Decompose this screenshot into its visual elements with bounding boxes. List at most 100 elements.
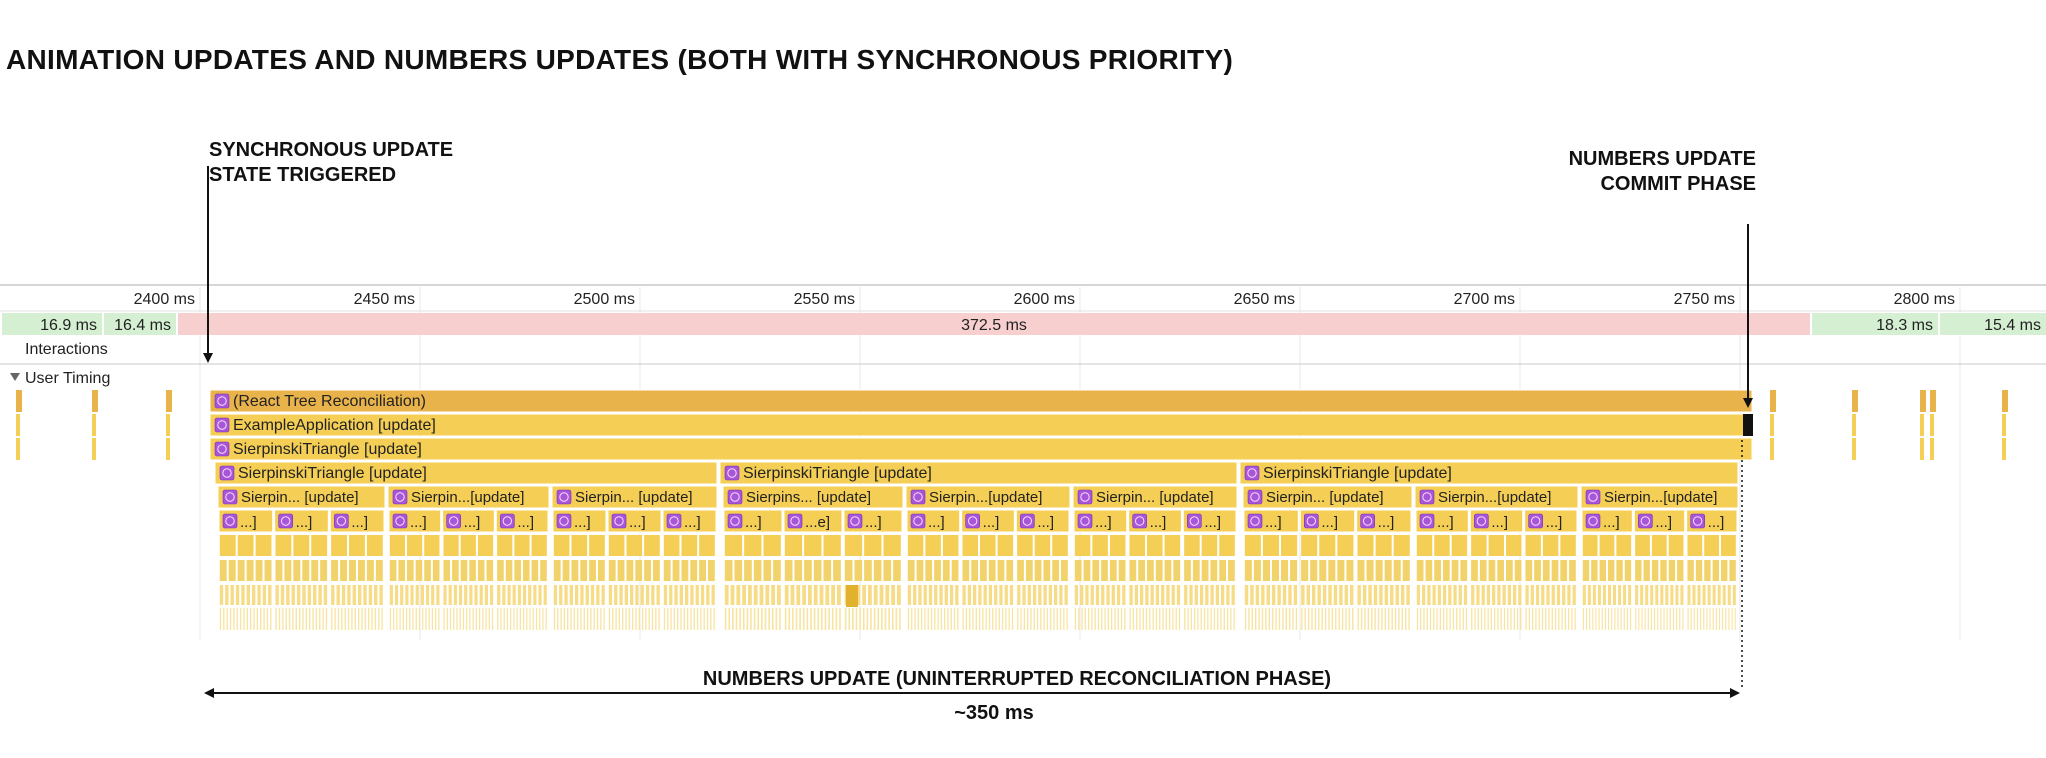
flame-block[interactable] <box>1275 608 1277 630</box>
flame-block[interactable] <box>1190 608 1193 630</box>
flame-block[interactable] <box>1439 608 1441 630</box>
flame-block[interactable] <box>230 585 234 605</box>
flame-block[interactable] <box>1647 608 1649 630</box>
flame-block[interactable] <box>1176 585 1181 605</box>
flame-block[interactable] <box>810 608 812 630</box>
flame-block[interactable] <box>962 608 964 630</box>
flame-block[interactable] <box>1132 608 1135 630</box>
flame-block[interactable] <box>507 585 511 605</box>
flame-block[interactable] <box>1569 560 1576 581</box>
flame-block[interactable] <box>1554 608 1557 630</box>
flame-block[interactable] <box>1602 585 1606 605</box>
flame-block[interactable] <box>424 560 431 581</box>
flame-block[interactable] <box>1219 535 1235 556</box>
flame-block[interactable] <box>597 560 605 581</box>
flame-block[interactable] <box>1262 535 1280 556</box>
flame-block[interactable] <box>837 585 841 605</box>
flame-block[interactable] <box>514 560 521 581</box>
flame-block[interactable] <box>1046 608 1049 630</box>
flame-block[interactable] <box>748 585 752 605</box>
flame-block[interactable] <box>233 608 235 630</box>
flame-block[interactable] <box>312 608 314 630</box>
flame-block[interactable] <box>988 585 993 605</box>
flame-block[interactable] <box>477 535 494 556</box>
flame-block[interactable] <box>1178 608 1181 630</box>
flame-block[interactable] <box>753 585 758 605</box>
flame-block[interactable] <box>962 585 966 605</box>
flame-block[interactable] <box>1628 585 1632 605</box>
flame-block[interactable] <box>398 560 406 581</box>
flame-block[interactable] <box>1616 560 1623 581</box>
flame-block[interactable] <box>1271 585 1276 605</box>
flame-block[interactable] <box>354 608 356 630</box>
flame-block[interactable] <box>260 608 262 630</box>
flame-block[interactable] <box>635 608 637 630</box>
flame-block[interactable] <box>1230 608 1232 630</box>
flame-block[interactable] <box>612 608 614 630</box>
flame-block[interactable] <box>1598 608 1600 630</box>
flame-block[interactable] <box>1572 585 1576 605</box>
flame-block[interactable] <box>1525 585 1529 605</box>
flame-block[interactable] <box>947 608 949 630</box>
flame-block[interactable] <box>512 585 516 605</box>
flame-block[interactable] <box>576 608 579 630</box>
flame-block[interactable] <box>695 585 699 605</box>
sierpinski-child-update[interactable] <box>1580 485 1739 509</box>
flame-block[interactable] <box>1722 585 1726 605</box>
flame-block[interactable] <box>1362 585 1367 605</box>
flame-block[interactable] <box>1080 585 1084 605</box>
flame-block[interactable] <box>1360 608 1363 630</box>
flame-block[interactable] <box>311 535 328 556</box>
flame-block[interactable] <box>1725 608 1727 630</box>
flame-block[interactable] <box>517 585 521 605</box>
flame-block[interactable] <box>336 585 340 605</box>
animation-frame-sliver[interactable] <box>16 414 20 436</box>
flame-block[interactable] <box>268 585 272 605</box>
flame-block[interactable] <box>1669 608 1671 630</box>
flame-block[interactable] <box>1350 585 1354 605</box>
flame-block[interactable] <box>1321 608 1323 630</box>
flame-block[interactable] <box>364 608 367 630</box>
flame-block[interactable] <box>703 608 705 630</box>
flame-block-highlight[interactable] <box>846 585 858 607</box>
flame-block[interactable] <box>407 560 414 581</box>
flame-block[interactable] <box>1520 608 1522 630</box>
flame-block[interactable] <box>1638 608 1640 630</box>
flame-block[interactable] <box>1341 608 1344 630</box>
animation-frame-sliver[interactable] <box>1920 438 1924 460</box>
flame-block[interactable] <box>710 608 712 630</box>
flame-block[interactable] <box>1620 608 1622 630</box>
flame-block[interactable] <box>1210 585 1214 605</box>
sierpinski-update[interactable] <box>1239 461 1739 485</box>
flame-block[interactable] <box>1712 560 1720 581</box>
flame-block[interactable] <box>219 535 236 556</box>
flame-block[interactable] <box>522 585 527 605</box>
flame-block[interactable] <box>1138 560 1146 581</box>
flame-block[interactable] <box>630 585 634 605</box>
flame-block[interactable] <box>1175 608 1177 630</box>
flame-block[interactable] <box>690 560 698 581</box>
flame-block[interactable] <box>1693 608 1695 630</box>
flame-block[interactable] <box>1124 608 1126 630</box>
flame-block[interactable] <box>1255 585 1260 605</box>
flame-block[interactable] <box>1074 560 1082 581</box>
flame-block[interactable] <box>545 608 547 630</box>
flame-block[interactable] <box>739 608 741 630</box>
flame-block[interactable] <box>934 560 941 581</box>
flame-block[interactable] <box>531 560 539 581</box>
flame-block[interactable] <box>1165 608 1167 630</box>
flame-block[interactable] <box>291 585 295 605</box>
animation-frame-sliver[interactable] <box>1852 438 1856 460</box>
flame-block[interactable] <box>1022 585 1026 605</box>
flame-block[interactable] <box>1513 608 1515 630</box>
frame-bar[interactable] <box>104 313 176 335</box>
flame-block[interactable] <box>1374 608 1376 630</box>
flame-block[interactable] <box>862 585 866 605</box>
flame-block[interactable] <box>486 560 494 581</box>
flame-block[interactable] <box>458 585 463 605</box>
flame-block[interactable] <box>1675 585 1679 605</box>
flame-block[interactable] <box>1442 585 1447 605</box>
flame-block[interactable] <box>955 585 959 605</box>
flame-block[interactable] <box>1434 535 1450 556</box>
flame-block[interactable] <box>379 585 383 605</box>
